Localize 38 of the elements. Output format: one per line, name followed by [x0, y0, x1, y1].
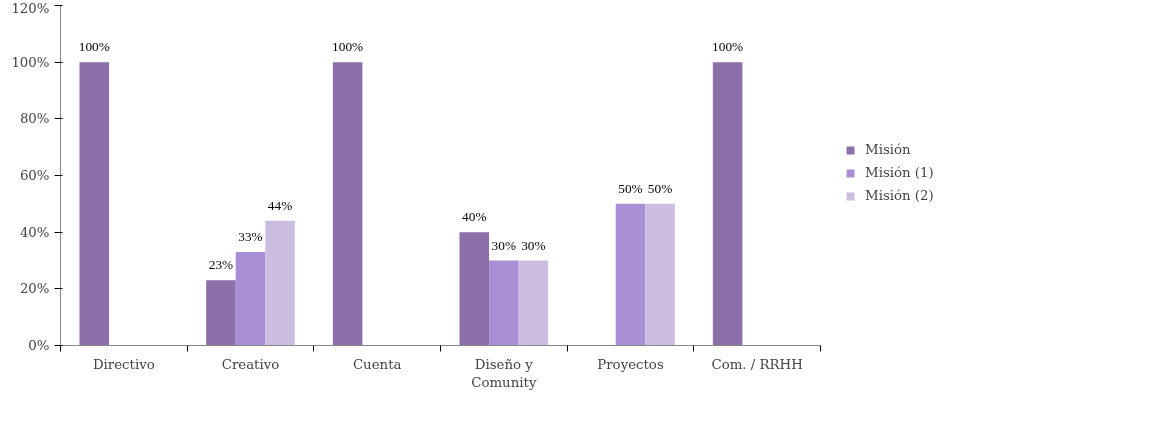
bar: [332, 62, 363, 346]
data-label: 33%: [238, 229, 263, 244]
bar: [712, 62, 743, 346]
bar: [459, 232, 490, 346]
data-label: 23%: [208, 257, 234, 273]
data-label: 40%: [462, 209, 487, 225]
x-tick-label: Creativo: [221, 356, 280, 372]
y-tick-label: 120%: [11, 0, 50, 16]
y-tick-label: 0%: [28, 338, 50, 353]
legend-label: Misión (1): [865, 165, 934, 180]
data-label: 44%: [267, 197, 293, 213]
y-tick-label: 80%: [19, 111, 50, 127]
legend-label: Misión (2): [865, 188, 934, 203]
y-tick-label: 20%: [19, 281, 50, 297]
data-label: 100%: [332, 39, 364, 55]
x-tick-label: Com. / RRHH: [711, 356, 803, 372]
bar: [235, 252, 266, 346]
bar: [206, 280, 236, 346]
data-label: 50%: [618, 180, 643, 196]
bar: [615, 203, 646, 346]
bar: [518, 260, 549, 346]
data-label: 50%: [647, 180, 673, 196]
x-tick-label: Diseño y Comunity: [471, 356, 537, 390]
y-tick-label: 60%: [19, 168, 50, 183]
legend-label: Misión: [865, 142, 911, 157]
x-tick-label: Cuenta: [352, 356, 402, 372]
bar: [645, 203, 675, 346]
y-tick-label: 40%: [19, 224, 50, 240]
x-tick-label: Proyectos: [597, 356, 664, 372]
y-tick-label: 100%: [11, 54, 50, 70]
data-label: 30%: [491, 237, 517, 253]
bar: [489, 260, 519, 346]
bar: [265, 220, 295, 346]
x-tick-label: Directivo: [92, 356, 155, 372]
data-label: 100%: [712, 39, 744, 55]
data-label: 100%: [78, 39, 110, 55]
bar: [79, 62, 110, 346]
data-label: 30%: [521, 237, 546, 253]
